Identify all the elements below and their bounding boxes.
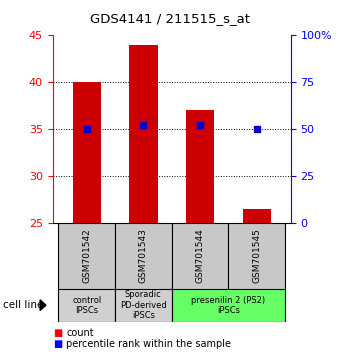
- Text: count: count: [66, 328, 94, 338]
- Bar: [242, 209, 271, 223]
- Bar: [228, 223, 285, 289]
- Text: ■: ■: [53, 339, 62, 349]
- Bar: [129, 45, 157, 223]
- Bar: [186, 110, 214, 223]
- Text: control
IPSCs: control IPSCs: [72, 296, 101, 315]
- Text: percentile rank within the sample: percentile rank within the sample: [66, 339, 231, 349]
- Text: presenilin 2 (PS2)
iPSCs: presenilin 2 (PS2) iPSCs: [191, 296, 266, 315]
- Text: GDS4141 / 211515_s_at: GDS4141 / 211515_s_at: [90, 12, 250, 25]
- Text: GSM701544: GSM701544: [195, 228, 205, 283]
- Text: GSM701543: GSM701543: [139, 228, 148, 283]
- Bar: [172, 289, 285, 322]
- Text: GSM701542: GSM701542: [82, 228, 91, 283]
- Text: Sporadic
PD-derived
iPSCs: Sporadic PD-derived iPSCs: [120, 290, 167, 320]
- Bar: [172, 223, 228, 289]
- Polygon shape: [40, 300, 46, 310]
- Bar: [115, 289, 172, 322]
- Text: GSM701545: GSM701545: [252, 228, 261, 283]
- Text: ■: ■: [53, 328, 62, 338]
- Text: cell line: cell line: [3, 300, 44, 310]
- Bar: [58, 223, 115, 289]
- Bar: [58, 289, 115, 322]
- Bar: [72, 82, 101, 223]
- Bar: [115, 223, 172, 289]
